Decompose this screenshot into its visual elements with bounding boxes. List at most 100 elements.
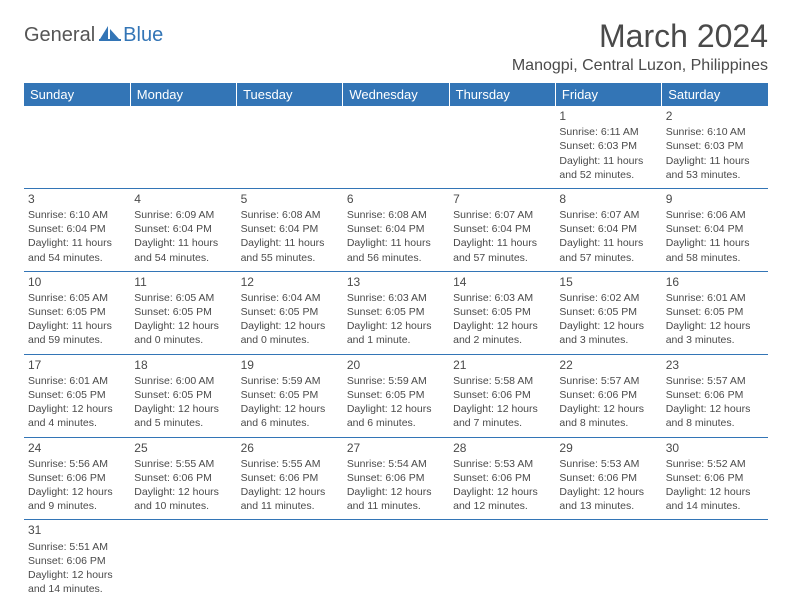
- day-number: 19: [241, 357, 339, 373]
- day-header: Monday: [130, 83, 236, 106]
- sunset-line: Sunset: 6:06 PM: [666, 471, 764, 485]
- daylight-line: and 7 minutes.: [453, 416, 551, 430]
- sunrise-line: Sunrise: 6:11 AM: [559, 125, 657, 139]
- sunset-line: Sunset: 6:05 PM: [28, 305, 126, 319]
- sunrise-line: Sunrise: 6:09 AM: [134, 208, 232, 222]
- sunrise-line: Sunrise: 6:07 AM: [453, 208, 551, 222]
- daylight-line: and 52 minutes.: [559, 168, 657, 182]
- calendar-cell: 30Sunrise: 5:52 AMSunset: 6:06 PMDayligh…: [662, 437, 768, 520]
- month-title: March 2024: [512, 18, 768, 55]
- page-header: General Blue March 2024 Manogpi, Central…: [24, 18, 768, 75]
- day-number: 13: [347, 274, 445, 290]
- calendar-week-row: 17Sunrise: 6:01 AM Sunset: 6:05 PM Dayligh…: [24, 354, 768, 437]
- calendar-cell: 28Sunrise: 5:53 AMSunset: 6:06 PMDayligh…: [449, 437, 555, 520]
- calendar-cell: 17Sunrise: 6:01 AMSunset: 6:05 PMDayligh…: [24, 354, 130, 437]
- calendar-cell: 7Sunrise: 6:07 AMSunset: 6:04 PMDaylight…: [449, 188, 555, 271]
- daylight-line: and 14 minutes.: [28, 582, 126, 596]
- day-number: 21: [453, 357, 551, 373]
- sunset-line: Sunset: 6:04 PM: [28, 222, 126, 236]
- location-subtitle: Manogpi, Central Luzon, Philippines: [512, 57, 768, 75]
- daylight-line: Daylight: 11 hours: [28, 236, 126, 250]
- daylight-line: Daylight: 11 hours: [559, 154, 657, 168]
- title-block: March 2024 Manogpi, Central Luzon, Phili…: [512, 18, 768, 75]
- sunset-line: Sunset: 6:04 PM: [347, 222, 445, 236]
- daylight-line: and 53 minutes.: [666, 168, 764, 182]
- sunset-line: Sunset: 6:05 PM: [241, 388, 339, 402]
- sunrise-line: Sunrise: 5:59 AM: [241, 374, 339, 388]
- daylight-line: Daylight: 12 hours: [28, 485, 126, 499]
- calendar-cell: 6Sunrise: 6:08 AMSunset: 6:04 PMDaylight…: [343, 188, 449, 271]
- calendar-cell: 11Sunrise: 6:05 AMSunset: 6:05 PMDayligh…: [130, 271, 236, 354]
- daylight-line: and 11 minutes.: [347, 499, 445, 513]
- calendar-cell: [449, 520, 555, 602]
- daylight-line: and 4 minutes.: [28, 416, 126, 430]
- day-number: 27: [347, 440, 445, 456]
- day-number: 20: [347, 357, 445, 373]
- calendar-cell: 12Sunrise: 6:04 AMSunset: 6:05 PMDayligh…: [237, 271, 343, 354]
- day-number: 18: [134, 357, 232, 373]
- day-number: 26: [241, 440, 339, 456]
- daylight-line: Daylight: 12 hours: [241, 485, 339, 499]
- daylight-line: Daylight: 11 hours: [28, 319, 126, 333]
- daylight-line: Daylight: 12 hours: [559, 319, 657, 333]
- day-number: 14: [453, 274, 551, 290]
- sunrise-line: Sunrise: 6:03 AM: [453, 291, 551, 305]
- daylight-line: and 2 minutes.: [453, 333, 551, 347]
- sunrise-line: Sunrise: 5:58 AM: [453, 374, 551, 388]
- calendar-cell: [343, 520, 449, 602]
- day-number: 25: [134, 440, 232, 456]
- day-number: 7: [453, 191, 551, 207]
- sunset-line: Sunset: 6:03 PM: [666, 139, 764, 153]
- daylight-line: Daylight: 12 hours: [347, 319, 445, 333]
- logo-sail-icon: [99, 24, 121, 47]
- calendar-cell: 13Sunrise: 6:03 AMSunset: 6:05 PMDayligh…: [343, 271, 449, 354]
- daylight-line: and 59 minutes.: [28, 333, 126, 347]
- day-number: 23: [666, 357, 764, 373]
- daylight-line: Daylight: 12 hours: [453, 485, 551, 499]
- day-number: 17: [28, 357, 126, 373]
- sunset-line: Sunset: 6:05 PM: [347, 388, 445, 402]
- daylight-line: Daylight: 11 hours: [241, 236, 339, 250]
- daylight-line: and 13 minutes.: [559, 499, 657, 513]
- sunset-line: Sunset: 6:06 PM: [28, 554, 126, 568]
- sunrise-line: Sunrise: 5:53 AM: [453, 457, 551, 471]
- sunset-line: Sunset: 6:05 PM: [134, 388, 232, 402]
- day-number: 6: [347, 191, 445, 207]
- day-number: 1: [559, 108, 657, 124]
- sunrise-line: Sunrise: 5:55 AM: [241, 457, 339, 471]
- calendar-cell: 19Sunrise: 5:59 AMSunset: 6:05 PMDayligh…: [237, 354, 343, 437]
- sunrise-line: Sunrise: 6:01 AM: [28, 374, 126, 388]
- calendar-cell: 16Sunrise: 6:01 AMSunset: 6:05 PMDayligh…: [662, 271, 768, 354]
- calendar-cell: [130, 520, 236, 602]
- calendar-cell: 9Sunrise: 6:06 AMSunset: 6:04 PMDaylight…: [662, 188, 768, 271]
- daylight-line: Daylight: 11 hours: [453, 236, 551, 250]
- daylight-line: and 56 minutes.: [347, 251, 445, 265]
- day-number: 22: [559, 357, 657, 373]
- daylight-line: Daylight: 12 hours: [453, 402, 551, 416]
- sunrise-line: Sunrise: 5:52 AM: [666, 457, 764, 471]
- daylight-line: and 54 minutes.: [134, 251, 232, 265]
- sunset-line: Sunset: 6:06 PM: [453, 471, 551, 485]
- daylight-line: Daylight: 12 hours: [453, 319, 551, 333]
- day-number: 29: [559, 440, 657, 456]
- calendar-cell: 22Sunrise: 5:57 AMSunset: 6:06 PMDayligh…: [555, 354, 661, 437]
- calendar-cell: 8Sunrise: 6:07 AMSunset: 6:04 PMDaylight…: [555, 188, 661, 271]
- sunrise-line: Sunrise: 6:06 AM: [666, 208, 764, 222]
- daylight-line: and 9 minutes.: [28, 499, 126, 513]
- daylight-line: Daylight: 12 hours: [559, 485, 657, 499]
- calendar-cell: 25Sunrise: 5:55 AMSunset: 6:06 PMDayligh…: [130, 437, 236, 520]
- sunset-line: Sunset: 6:06 PM: [28, 471, 126, 485]
- calendar-cell: [449, 106, 555, 188]
- calendar-cell: [555, 520, 661, 602]
- calendar-week-row: 3Sunrise: 6:10 AMSunset: 6:04 PMDaylight…: [24, 188, 768, 271]
- sunrise-line: Sunrise: 5:57 AM: [559, 374, 657, 388]
- sunrise-line: Sunrise: 5:55 AM: [134, 457, 232, 471]
- sunrise-line: Sunrise: 5:59 AM: [347, 374, 445, 388]
- day-header: Saturday: [662, 83, 768, 106]
- calendar-cell: 20Sunrise: 5:59 AMSunset: 6:05 PMDayligh…: [343, 354, 449, 437]
- calendar-week-row: 1Sunrise: 6:11 AM Sunset: 6:03 PM Daylight…: [24, 106, 768, 188]
- sunrise-line: Sunrise: 6:10 AM: [666, 125, 764, 139]
- daylight-line: Daylight: 12 hours: [347, 485, 445, 499]
- daylight-line: Daylight: 12 hours: [666, 402, 764, 416]
- daylight-line: and 3 minutes.: [559, 333, 657, 347]
